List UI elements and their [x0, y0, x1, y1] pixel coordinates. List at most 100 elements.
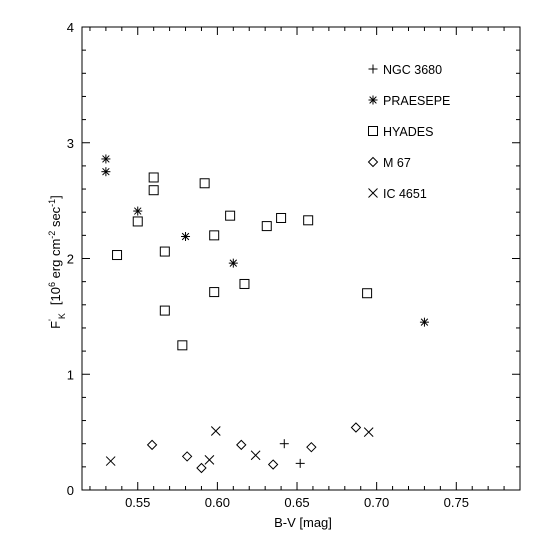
x-tick-label: 0.55 [125, 495, 150, 510]
y-axis-label: F'K [106 erg cm-2 sec-1] [47, 195, 67, 329]
point-ngc-3680 [295, 458, 305, 468]
point-m-67-shape [236, 439, 247, 451]
point-hyades [132, 216, 143, 227]
point-ic-4651-stroke [210, 426, 221, 436]
point-praesepe [101, 154, 111, 164]
point-m-67 [196, 462, 207, 474]
x-tick-label: 0.60 [205, 495, 230, 510]
point-m-67 [306, 441, 317, 453]
point-hyades-shape [261, 221, 272, 232]
plot-frame [81, 26, 521, 491]
y-axis-label-units-mid: erg cm [48, 239, 63, 282]
y-tick-label: 4 [67, 20, 74, 35]
point-hyades-shape [159, 246, 170, 257]
point-hyades [159, 246, 170, 257]
point-hyades-shape [159, 305, 170, 316]
point-hyades-shape [225, 210, 236, 221]
point-m-67-shape [267, 459, 279, 470]
point-praesepe-stroke [181, 232, 190, 241]
legend-marker-hyades [368, 126, 378, 136]
point-ic-4651 [204, 455, 215, 465]
point-ic-4651-stroke [105, 456, 116, 466]
point-m-67 [146, 439, 158, 451]
point-ic-4651-stroke [250, 450, 261, 461]
point-ic-4651-stroke [363, 427, 374, 437]
point-hyades-shape [148, 172, 159, 183]
point-hyades [362, 288, 373, 299]
point-ic-4651 [250, 450, 261, 461]
point-m-67 [236, 439, 247, 451]
point-praesepe [228, 258, 238, 268]
point-hyades [148, 172, 159, 183]
point-hyades-shape [239, 278, 250, 289]
point-ic-4651 [105, 456, 116, 466]
point-hyades [276, 212, 287, 223]
x-tick-label: 0.70 [364, 495, 389, 510]
y-axis-label-units-exp: 6 [47, 282, 57, 287]
legend-marker-ngc-3680 [368, 64, 378, 74]
y-axis-label-units-exp3: -1 [47, 199, 57, 207]
legend-marker-ic-4651-stroke [368, 188, 378, 198]
x-axis-label: B-V [mag] [274, 515, 332, 530]
legend-label-ngc-3680: NGC 3680 [383, 63, 442, 77]
point-m-67 [267, 459, 279, 470]
legend-marker-hyades-shape [368, 126, 378, 136]
point-ngc-3680 [279, 439, 289, 449]
y-tick-label: 3 [67, 136, 74, 151]
point-hyades [209, 230, 220, 241]
point-praesepe-stroke [420, 318, 429, 326]
y-axis-label-units-close: ] [48, 195, 63, 199]
legend-marker-m-67 [367, 156, 379, 168]
y-axis-label-units-mid2: sec [48, 206, 63, 230]
point-hyades [112, 250, 123, 261]
point-praesepe [419, 317, 429, 327]
point-hyades-shape [199, 178, 210, 189]
point-ic-4651 [210, 426, 221, 436]
y-axis-label-symbol: F [48, 321, 63, 329]
point-hyades-shape [209, 287, 220, 298]
x-tick-label: 0.75 [444, 495, 469, 510]
point-ic-4651-stroke [204, 455, 215, 465]
legend-label-ic-4651: IC 4651 [383, 187, 427, 201]
x-tick-label: 0.65 [284, 495, 309, 510]
point-hyades-shape [276, 212, 287, 223]
point-hyades [303, 215, 314, 226]
legend-label-praesepe: PRAESEPE [383, 94, 450, 108]
point-m-67-shape [306, 441, 317, 453]
legend: NGC 3680 PRAESEPE HYADES M 67 IC 4651 [367, 63, 450, 201]
point-hyades [239, 278, 250, 289]
point-praesepe [133, 206, 143, 216]
point-hyades-shape [303, 215, 314, 226]
point-hyades-shape [132, 216, 143, 227]
y-tick-label: 2 [67, 252, 74, 267]
y-tick-label: 1 [67, 367, 74, 382]
point-hyades [199, 178, 210, 189]
point-hyades [159, 305, 170, 316]
y-axis-label-units-open: [10 [48, 287, 63, 305]
point-praesepe-stroke [102, 155, 110, 163]
point-m-67 [181, 451, 193, 462]
point-hyades [225, 210, 236, 221]
point-praesepe-stroke [134, 207, 142, 215]
point-hyades-shape [209, 230, 220, 241]
legend-label-hyades: HYADES [383, 125, 433, 139]
axes: 0.55 0.60 0.65 0.70 0.75 0 1 2 3 4 [67, 20, 520, 510]
y-axis-label-units-exp2: -2 [47, 231, 57, 239]
point-hyades [261, 221, 272, 232]
point-praesepe [181, 232, 191, 242]
y-axis-label-symbol-sub: K [57, 313, 67, 319]
y-tick-label: 0 [67, 483, 74, 498]
point-praesepe-stroke [229, 259, 238, 267]
point-hyades-shape [177, 340, 188, 351]
legend-marker-m-67-shape [367, 156, 379, 168]
legend-marker-praesepe [368, 95, 378, 105]
legend-marker-ic-4651 [368, 188, 378, 198]
point-m-67-shape [146, 439, 158, 451]
point-praesepe-stroke [102, 167, 110, 176]
point-m-67 [350, 422, 362, 433]
legend-marker-praesepe-stroke [369, 96, 377, 104]
point-m-67-shape [181, 451, 193, 462]
point-hyades-shape [148, 185, 159, 196]
point-m-67-shape [350, 422, 362, 433]
